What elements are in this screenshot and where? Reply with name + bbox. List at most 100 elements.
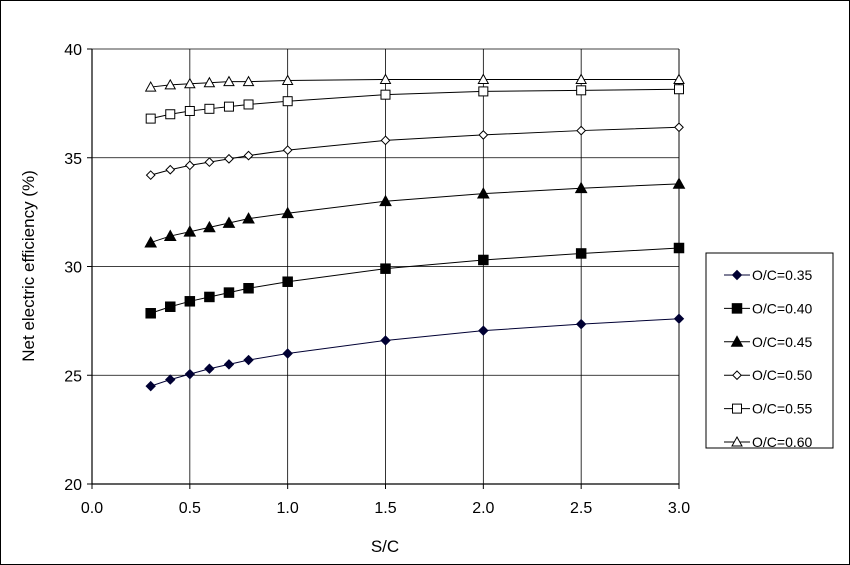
- data-point: [183, 225, 197, 237]
- x-tick-label: 0.0: [81, 500, 103, 517]
- data-point: [282, 348, 293, 359]
- data-point: [144, 81, 157, 92]
- data-point: [223, 287, 235, 298]
- data-point: [163, 229, 177, 241]
- axes: 0.0 0.5 1.0 1.5 2.0 2.5 3.0 20 25 30 35 40: [64, 42, 690, 517]
- x-tick-label: 2.0: [472, 500, 494, 517]
- legend-marker: [731, 435, 743, 447]
- data-point: [478, 325, 489, 336]
- data-point: [184, 296, 196, 307]
- data-point: [380, 89, 391, 100]
- y-tick-label: 20: [64, 477, 82, 494]
- data-point: [281, 206, 295, 219]
- y-tick-label: 35: [64, 151, 82, 168]
- data-point: [145, 308, 156, 319]
- data-point: [145, 170, 156, 181]
- x-tick-label: 1.0: [277, 500, 299, 517]
- data-point: [224, 153, 234, 164]
- data-point: [379, 73, 392, 84]
- data-point: [144, 236, 158, 248]
- series-O/C=0.35: [145, 313, 685, 392]
- data-point: [576, 125, 587, 136]
- legend-marker: [732, 370, 742, 381]
- legend-entry: O/C=0.45: [724, 334, 813, 350]
- data-point: [165, 164, 176, 175]
- data-point: [243, 283, 254, 294]
- data-point: [575, 73, 588, 84]
- series-O/C=0.60: [144, 73, 685, 92]
- data-point: [282, 145, 293, 156]
- data-point: [673, 313, 685, 324]
- series-O/C=0.50: [145, 122, 684, 181]
- data-point: [203, 76, 216, 88]
- data-point: [243, 354, 254, 366]
- series-O/C=0.40: [145, 242, 685, 319]
- data-point: [204, 363, 215, 374]
- data-point: [379, 194, 392, 207]
- data-point: [476, 187, 490, 199]
- data-point: [222, 216, 236, 228]
- data-point: [184, 368, 196, 380]
- legend-entry: O/C=0.50: [724, 367, 813, 383]
- data-point: [204, 103, 215, 114]
- data-point: [478, 254, 489, 266]
- legend-marker: [730, 335, 744, 347]
- legend-entry: O/C=0.55: [724, 401, 813, 417]
- data-point: [164, 78, 177, 90]
- legend: O/C=0.35 O/C=0.40 O/C=0.45 O/C=0.50 O/C=0.55…: [705, 252, 834, 450]
- data-point: [574, 181, 588, 194]
- data-point: [674, 84, 684, 95]
- data-point: [380, 335, 391, 346]
- data-point: [203, 220, 216, 233]
- legend-entry: O/C=0.40: [724, 300, 813, 316]
- legend-label: O/C=0.45: [752, 334, 813, 350]
- data-point: [145, 380, 156, 392]
- x-tick-label: 1.5: [374, 500, 396, 517]
- data-point: [223, 359, 235, 370]
- data-point: [575, 248, 587, 259]
- legend-label: O/C=0.40: [752, 300, 813, 316]
- data-point: [282, 276, 293, 287]
- data-point: [380, 135, 391, 146]
- data-point: [165, 374, 176, 385]
- data-point: [204, 291, 215, 303]
- data-point: [380, 263, 391, 274]
- data-point: [184, 160, 195, 171]
- data-point: [223, 75, 235, 87]
- y-tick-label: 40: [64, 42, 82, 59]
- data-point: [184, 105, 195, 116]
- data-point: [242, 212, 255, 224]
- data-point: [478, 86, 489, 97]
- series-O/C=0.45: [144, 177, 686, 248]
- legend-label: O/C=0.50: [752, 367, 813, 383]
- legend-label: O/C=0.35: [752, 267, 813, 283]
- x-tick-label: 3.0: [668, 500, 690, 517]
- y-axis-title: Net electric efficiency (%): [19, 170, 38, 361]
- data-point: [165, 109, 176, 120]
- legend-box: [705, 252, 834, 449]
- data-point: [575, 318, 587, 330]
- legend-entry: O/C=0.60: [724, 434, 813, 450]
- legend-entry: O/C=0.35: [724, 267, 813, 283]
- x-tick-label: 0.5: [179, 500, 201, 517]
- data-point: [223, 101, 234, 112]
- data-point: [165, 301, 176, 312]
- data-point: [477, 73, 490, 84]
- data-point: [204, 157, 215, 168]
- data-point: [478, 130, 489, 140]
- data-point: [576, 85, 587, 96]
- data-point: [672, 177, 686, 189]
- series-layer: [144, 73, 686, 392]
- data-point: [673, 73, 685, 84]
- data-point: [183, 77, 196, 89]
- data-point: [243, 150, 254, 161]
- data-point: [145, 113, 156, 124]
- data-point: [282, 96, 293, 107]
- data-point: [674, 122, 684, 133]
- series-O/C=0.55: [145, 84, 684, 124]
- y-tick-label: 30: [64, 260, 82, 277]
- legend-marker: [731, 269, 743, 281]
- legend-label: O/C=0.55: [752, 401, 813, 417]
